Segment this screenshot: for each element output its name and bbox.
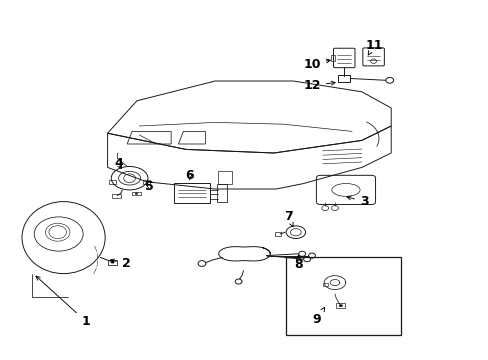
Bar: [107, 260, 117, 265]
Bar: [112, 194, 121, 198]
Text: 2: 2: [110, 257, 130, 270]
Bar: [322, 283, 327, 286]
Text: 4: 4: [114, 157, 122, 170]
Text: 1: 1: [36, 276, 90, 328]
Bar: [275, 232, 281, 236]
Circle shape: [110, 261, 114, 264]
Text: 3: 3: [346, 195, 368, 208]
Text: 11: 11: [365, 39, 382, 55]
Text: 8: 8: [293, 255, 302, 271]
Text: 6: 6: [185, 169, 194, 182]
Text: 9: 9: [312, 307, 324, 326]
Text: 5: 5: [144, 180, 153, 193]
Bar: [338, 75, 349, 82]
Bar: [109, 180, 116, 184]
Circle shape: [135, 193, 138, 195]
Bar: [143, 180, 150, 184]
Bar: [285, 257, 400, 335]
Text: 7: 7: [284, 210, 292, 227]
Text: 10: 10: [303, 58, 329, 71]
Bar: [217, 184, 226, 202]
Bar: [132, 192, 141, 195]
Bar: [173, 183, 210, 203]
Bar: [330, 55, 335, 61]
Bar: [336, 303, 345, 308]
Text: 12: 12: [303, 79, 334, 92]
Circle shape: [338, 304, 342, 307]
